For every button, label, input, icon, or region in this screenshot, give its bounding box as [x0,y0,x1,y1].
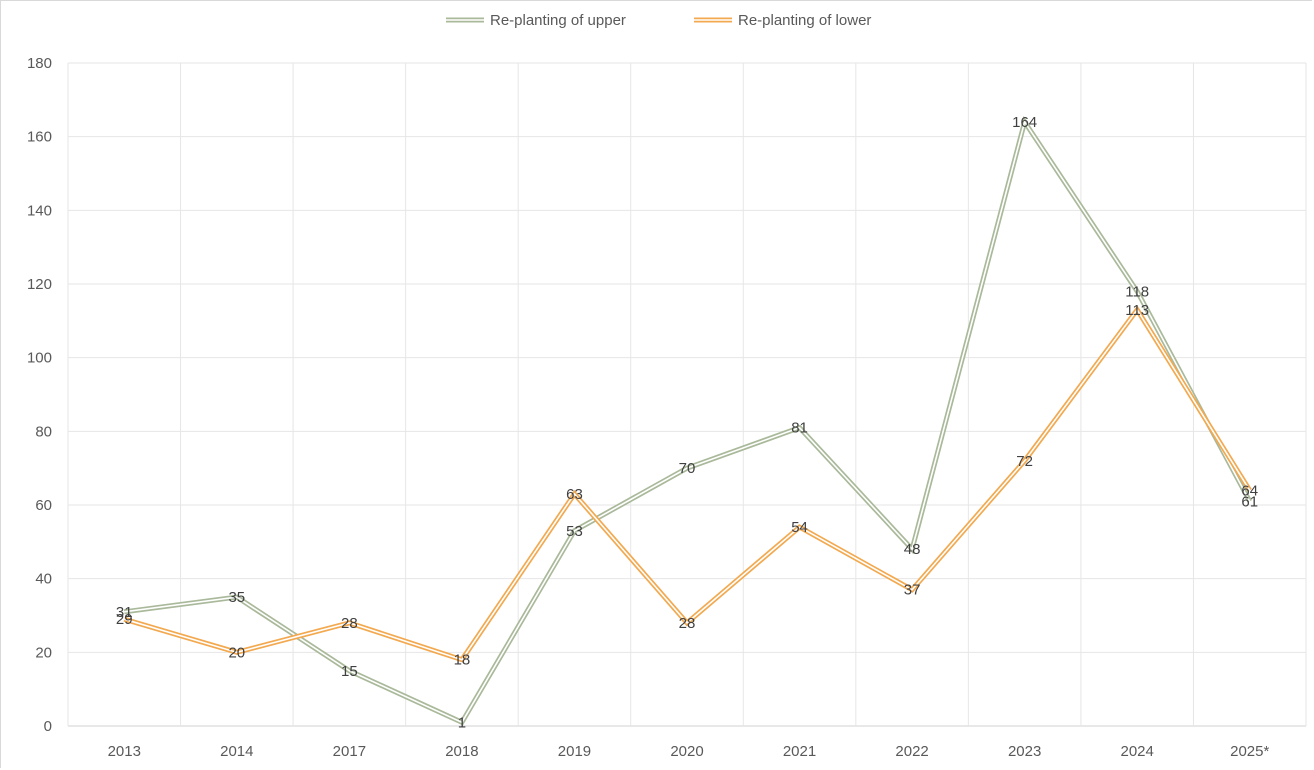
data-label-s1-2013: 29 [116,611,133,628]
gridlines [67,62,1307,727]
data-label-s1-2023: 72 [1016,453,1033,470]
data-label-s0-2020: 70 [679,460,696,477]
legend-label-1: Re-planting of lower [738,12,871,29]
data-label-s1-2017: 28 [341,615,358,632]
x-axis-ticks: 2013 2014 2017 2018 2019 2020 2021 2022 2023 2024… [108,743,1270,760]
y-tick-label-160: 160 [27,129,52,146]
y-tick-label-0: 0 [44,718,52,735]
data-label-s0-2022: 48 [904,541,921,558]
y-tick-label-100: 100 [27,350,52,367]
data-label-s0-2025*: 61 [1241,493,1258,510]
data-label-s1-2021: 54 [791,519,808,536]
legend: Re-planting of upper Re-planting of lower [446,12,871,29]
x-tick-label-2024: 2024 [1120,743,1153,760]
series-line-inner-0 [124,120,1251,724]
data-label-s0-2013: 31 [116,604,133,621]
y-tick-label-60: 60 [35,497,52,514]
x-tick-label-2018: 2018 [445,743,478,760]
y-tick-label-40: 40 [35,571,52,588]
x-tick-label-2014: 2014 [220,743,253,760]
y-tick-label-140: 140 [27,202,52,219]
series-lines [123,115,1252,726]
legend-label-0: Re-planting of upper [490,12,626,29]
y-tick-label-120: 120 [27,276,52,293]
y-tick-label-80: 80 [35,423,52,440]
x-tick-label-2013: 2013 [108,743,141,760]
data-labels: 31 35 15 1 53 70 81 48 164 118 61 29 20 28 18 63 28 54 37 7… [116,114,1258,731]
x-tick-label-2019: 2019 [558,743,591,760]
y-tick-label-180: 180 [27,55,52,72]
data-label-s0-2017: 15 [341,663,358,680]
x-tick-label-2023: 2023 [1008,743,1041,760]
data-label-s0-2023: 164 [1012,114,1037,131]
x-tick-label-2022: 2022 [895,743,928,760]
y-tick-label-20: 20 [35,644,52,661]
series-line-inner-1 [124,308,1251,661]
data-label-s1-2014: 20 [228,644,245,661]
data-label-s0-2014: 35 [228,589,245,606]
data-label-s1-2024: 113 [1125,302,1149,319]
data-label-s0-2024: 118 [1125,283,1149,300]
data-label-s1-2018: 18 [454,652,471,669]
data-label-s0-2019: 53 [566,523,583,540]
data-label-s0-2021: 81 [791,420,808,437]
data-label-s0-2018: 1 [458,714,466,731]
x-tick-label-2025*: 2025* [1230,743,1269,760]
y-axis-ticks: 0 20 40 60 80 100 120 140 160 180 [27,55,52,735]
data-label-s1-2022: 37 [904,582,921,599]
x-tick-label-2021: 2021 [783,743,816,760]
x-tick-label-2020: 2020 [670,743,703,760]
data-label-s1-2019: 63 [566,486,583,503]
data-label-s1-2025*: 64 [1241,482,1258,499]
data-label-s1-2020: 28 [679,615,696,632]
x-tick-label-2017: 2017 [333,743,366,760]
